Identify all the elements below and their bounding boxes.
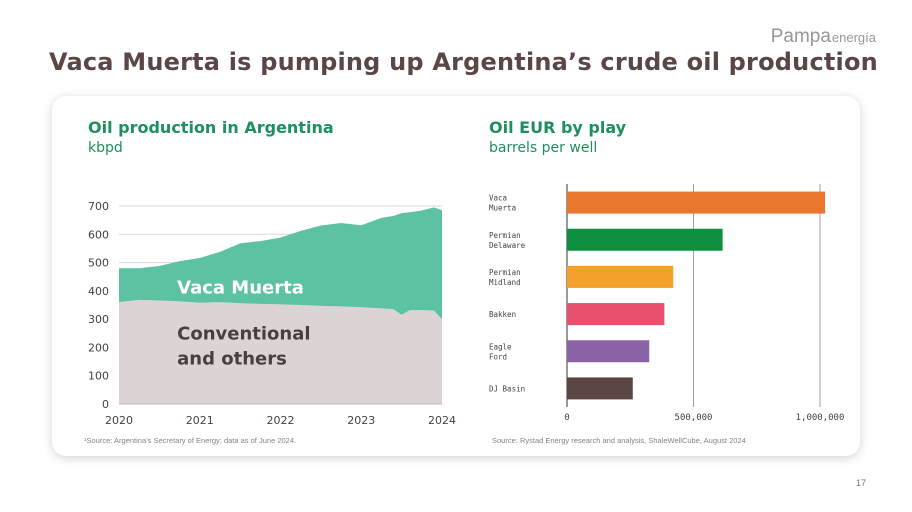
bar-dj-basin [567, 377, 633, 400]
y-tick-label: 300 [88, 313, 109, 326]
vaca-muerta-series-label: Vaca Muerta [177, 278, 304, 299]
vaca-muerta-area [119, 207, 442, 320]
y-tick-label: 100 [88, 370, 109, 383]
bar-category-label: Delaware [489, 241, 526, 250]
x-tick-label: 2024 [428, 414, 456, 427]
logo-rest: energía [831, 30, 876, 45]
y-tick-label: 400 [88, 285, 109, 298]
bar-eagle-ford [567, 340, 650, 363]
conventional-series-label: and others [177, 348, 287, 369]
bar-x-tick-label: 1,000,000 [796, 413, 845, 423]
bar-vaca-muerta [567, 191, 826, 214]
oil-production-area-chart: 0 100 200 300 400 500 600 700 2020 2021 2022 2023 20… [88, 184, 845, 427]
y-tick-label: 500 [88, 257, 109, 270]
logo-main: Pampa [770, 26, 831, 47]
left-source-prefix: ¹Source: [84, 436, 113, 445]
bar-x-tick-label: 0 [564, 413, 569, 423]
right-chart-title: Oil EUR by play [489, 118, 627, 137]
left-chart-title: Oil production in Argentina [88, 118, 334, 137]
x-tick-label: 2023 [347, 414, 375, 427]
right-source-note: Source: Rystad Energy research and analy… [492, 436, 746, 445]
left-source-text: Argentina’s Secretary of Energy; data as… [112, 436, 297, 445]
left-source-note: ¹Source: Argentina’s Secretary of Energy… [84, 436, 296, 445]
bar-category-label: Midland [489, 278, 521, 287]
bar-x-tick-label: 500,000 [675, 413, 713, 423]
content-card: Oil production in Argentina kbpd Oil EUR… [52, 96, 860, 456]
right-chart-unit: barrels per well [489, 140, 598, 156]
x-tick-label: 2021 [186, 414, 214, 427]
pampa-energia-logo: Pampaenergía [771, 26, 876, 48]
bar-category-label: Permian [489, 268, 521, 277]
x-tick-label: 2022 [267, 414, 295, 427]
bar-category-label: Permian [489, 231, 521, 240]
y-tick-label: 0 [102, 398, 109, 411]
bar-permian-midland [567, 265, 674, 288]
slide-title: Vaca Muerta is pumping up Argentina’s cr… [49, 48, 878, 76]
right-source-prefix: Source: [492, 436, 518, 445]
bar-category-label: Muerta [489, 204, 516, 213]
left-chart-unit: kbpd [88, 140, 123, 156]
bar-permian-delaware [567, 228, 723, 251]
conventional-area [119, 299, 442, 404]
bar-category-label: Bakken [489, 310, 516, 319]
bar-category-label: Ford [489, 352, 507, 361]
conventional-series-label: Conventional [177, 324, 310, 345]
page-number: 17 [855, 478, 866, 488]
bar-category-label: Eagle [489, 342, 512, 351]
y-tick-label: 600 [88, 228, 109, 241]
y-tick-label: 700 [88, 200, 109, 213]
bar-category-label: Vaca [489, 194, 507, 203]
y-tick-label: 200 [88, 341, 109, 354]
x-tick-label: 2020 [105, 414, 133, 427]
bar-category-label: DJ Basin [489, 384, 525, 393]
bar-bakken [567, 303, 665, 326]
right-source-text: Rystad Energy research and analysis, Sha… [517, 436, 746, 445]
